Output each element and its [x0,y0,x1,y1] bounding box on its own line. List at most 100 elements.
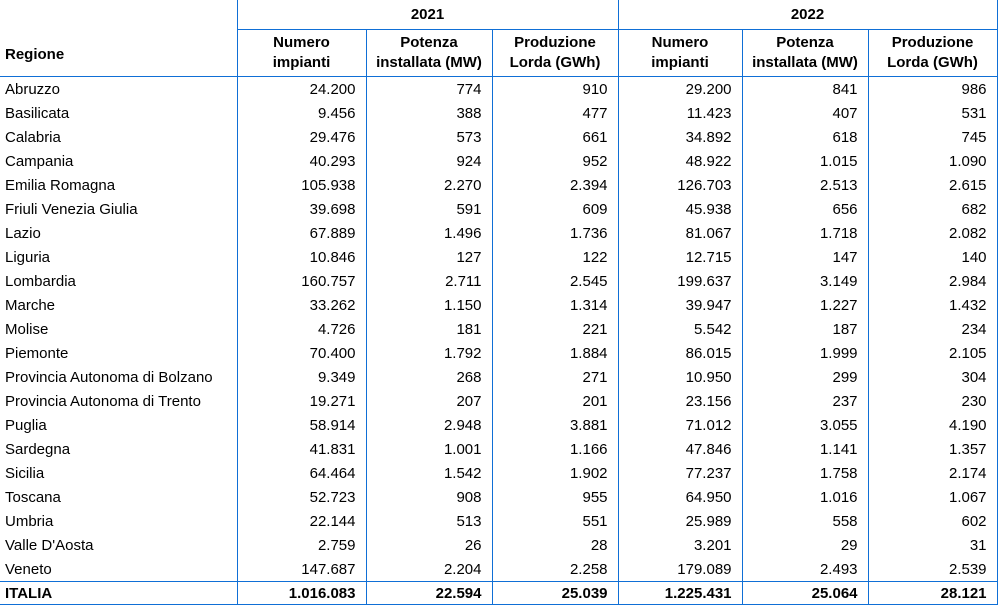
value-cell: 3.149 [741,269,869,293]
total-row: ITALIA 1.016.083 22.594 25.039 1.225.431… [0,581,998,605]
column-header-line1: Numero [273,34,330,51]
value-cell: 388 [365,101,492,125]
value-cell: 2.174 [867,461,998,485]
column-header-row: Numero impianti Potenza installata (MW) … [0,29,998,77]
value-cell: 2.545 [491,269,619,293]
value-cell: 39.698 [236,197,366,221]
region-cell: Abruzzo [5,80,61,98]
value-cell: 1.542 [365,461,492,485]
value-cell: 47.846 [617,437,743,461]
table-row: Veneto 147.687 2.204 2.258 179.089 2.493… [0,557,998,582]
value-cell: 2.539 [867,557,998,582]
column-header-line1: Potenza [400,34,458,51]
value-cell: 955 [491,485,619,509]
region-cell: Lazio [5,224,41,242]
table-row: Sicilia 64.464 1.542 1.902 77.237 1.758 … [0,461,998,485]
value-cell: 4.190 [867,413,998,437]
table-row: Lazio 67.889 1.496 1.736 81.067 1.718 2.… [0,221,998,245]
value-cell: 10.846 [236,245,366,269]
value-cell: 2.105 [867,341,998,365]
value-cell: 67.889 [236,221,366,245]
column-header-line1: Produzione [514,34,596,51]
value-cell: 86.015 [617,341,743,365]
value-cell: 64.464 [236,461,366,485]
value-cell: 230 [867,389,998,413]
value-cell: 299 [741,365,869,389]
value-cell: 924 [365,149,492,173]
column-header-line2: Lorda (GWh) [887,54,978,71]
table-row: Marche 33.262 1.150 1.314 39.947 1.227 1… [0,293,998,317]
value-cell: 2.513 [741,173,869,197]
region-cell: Puglia [5,416,47,434]
column-header-produzione-2022: Produzione Lorda (GWh) [867,29,998,77]
region-cell: Campania [5,152,74,170]
value-cell: 745 [867,125,998,149]
column-header-line2: impianti [272,54,331,71]
table-row: Basilicata 9.456 388 477 11.423 407 531 [0,101,998,125]
value-cell: 1.357 [867,437,998,461]
value-cell: 656 [741,197,869,221]
value-cell: 40.293 [236,149,366,173]
value-cell: 147 [741,245,869,269]
table-row: Lombardia 160.757 2.711 2.545 199.637 3.… [0,269,998,293]
value-cell: 70.400 [236,341,366,365]
value-cell: 986 [867,76,998,101]
total-value-cell: 1.225.431 [617,581,743,605]
value-cell: 207 [365,389,492,413]
value-cell: 1.758 [741,461,869,485]
value-cell: 2.270 [365,173,492,197]
region-cell: Friuli Venezia Giulia [5,200,138,218]
table-row: Campania 40.293 924 952 48.922 1.015 1.0… [0,149,998,173]
value-cell: 1.884 [491,341,619,365]
column-header-line1: Produzione [891,34,974,51]
value-cell: 3.055 [741,413,869,437]
region-cell: Basilicata [5,104,70,122]
value-cell: 910 [491,76,619,101]
total-value-cell: 28.121 [867,581,998,605]
table-row: Friuli Venezia Giulia 39.698 591 609 45.… [0,197,998,221]
value-cell: 2.082 [867,221,998,245]
value-cell: 661 [491,125,619,149]
value-cell: 1.090 [867,149,998,173]
region-cell: Liguria [5,248,51,266]
value-cell: 2.948 [365,413,492,437]
value-cell: 774 [365,76,492,101]
value-cell: 221 [491,317,619,341]
total-value-cell: 1.016.083 [236,581,366,605]
value-cell: 58.914 [236,413,366,437]
value-cell: 1.902 [491,461,619,485]
year-header-2021: 2021 [236,0,619,30]
value-cell: 558 [741,509,869,533]
value-cell: 23.156 [617,389,743,413]
value-cell: 3.201 [617,533,743,557]
value-cell: 33.262 [236,293,366,317]
value-cell: 181 [365,317,492,341]
value-cell: 127 [365,245,492,269]
value-cell: 268 [365,365,492,389]
column-header-numero-2022: Numero impianti [617,29,743,77]
table-row: Toscana 52.723 908 955 64.950 1.016 1.06… [0,485,998,509]
value-cell: 81.067 [617,221,743,245]
value-cell: 45.938 [617,197,743,221]
value-cell: 234 [867,317,998,341]
region-cell: Calabria [5,128,61,146]
value-cell: 477 [491,101,619,125]
value-cell: 908 [365,485,492,509]
table-row: Provincia Autonoma di Trento 19.271 207 … [0,389,998,413]
value-cell: 77.237 [617,461,743,485]
value-cell: 122 [491,245,619,269]
value-cell: 201 [491,389,619,413]
column-header-potenza-2022: Potenza installata (MW) [741,29,869,77]
value-cell: 179.089 [617,557,743,582]
value-cell: 2.759 [236,533,366,557]
total-region-cell: ITALIA [0,581,237,605]
value-cell: 126.703 [617,173,743,197]
value-cell: 71.012 [617,413,743,437]
region-cell: Toscana [5,488,61,506]
value-cell: 10.950 [617,365,743,389]
value-cell: 551 [491,509,619,533]
value-cell: 2.615 [867,173,998,197]
value-cell: 407 [741,101,869,125]
